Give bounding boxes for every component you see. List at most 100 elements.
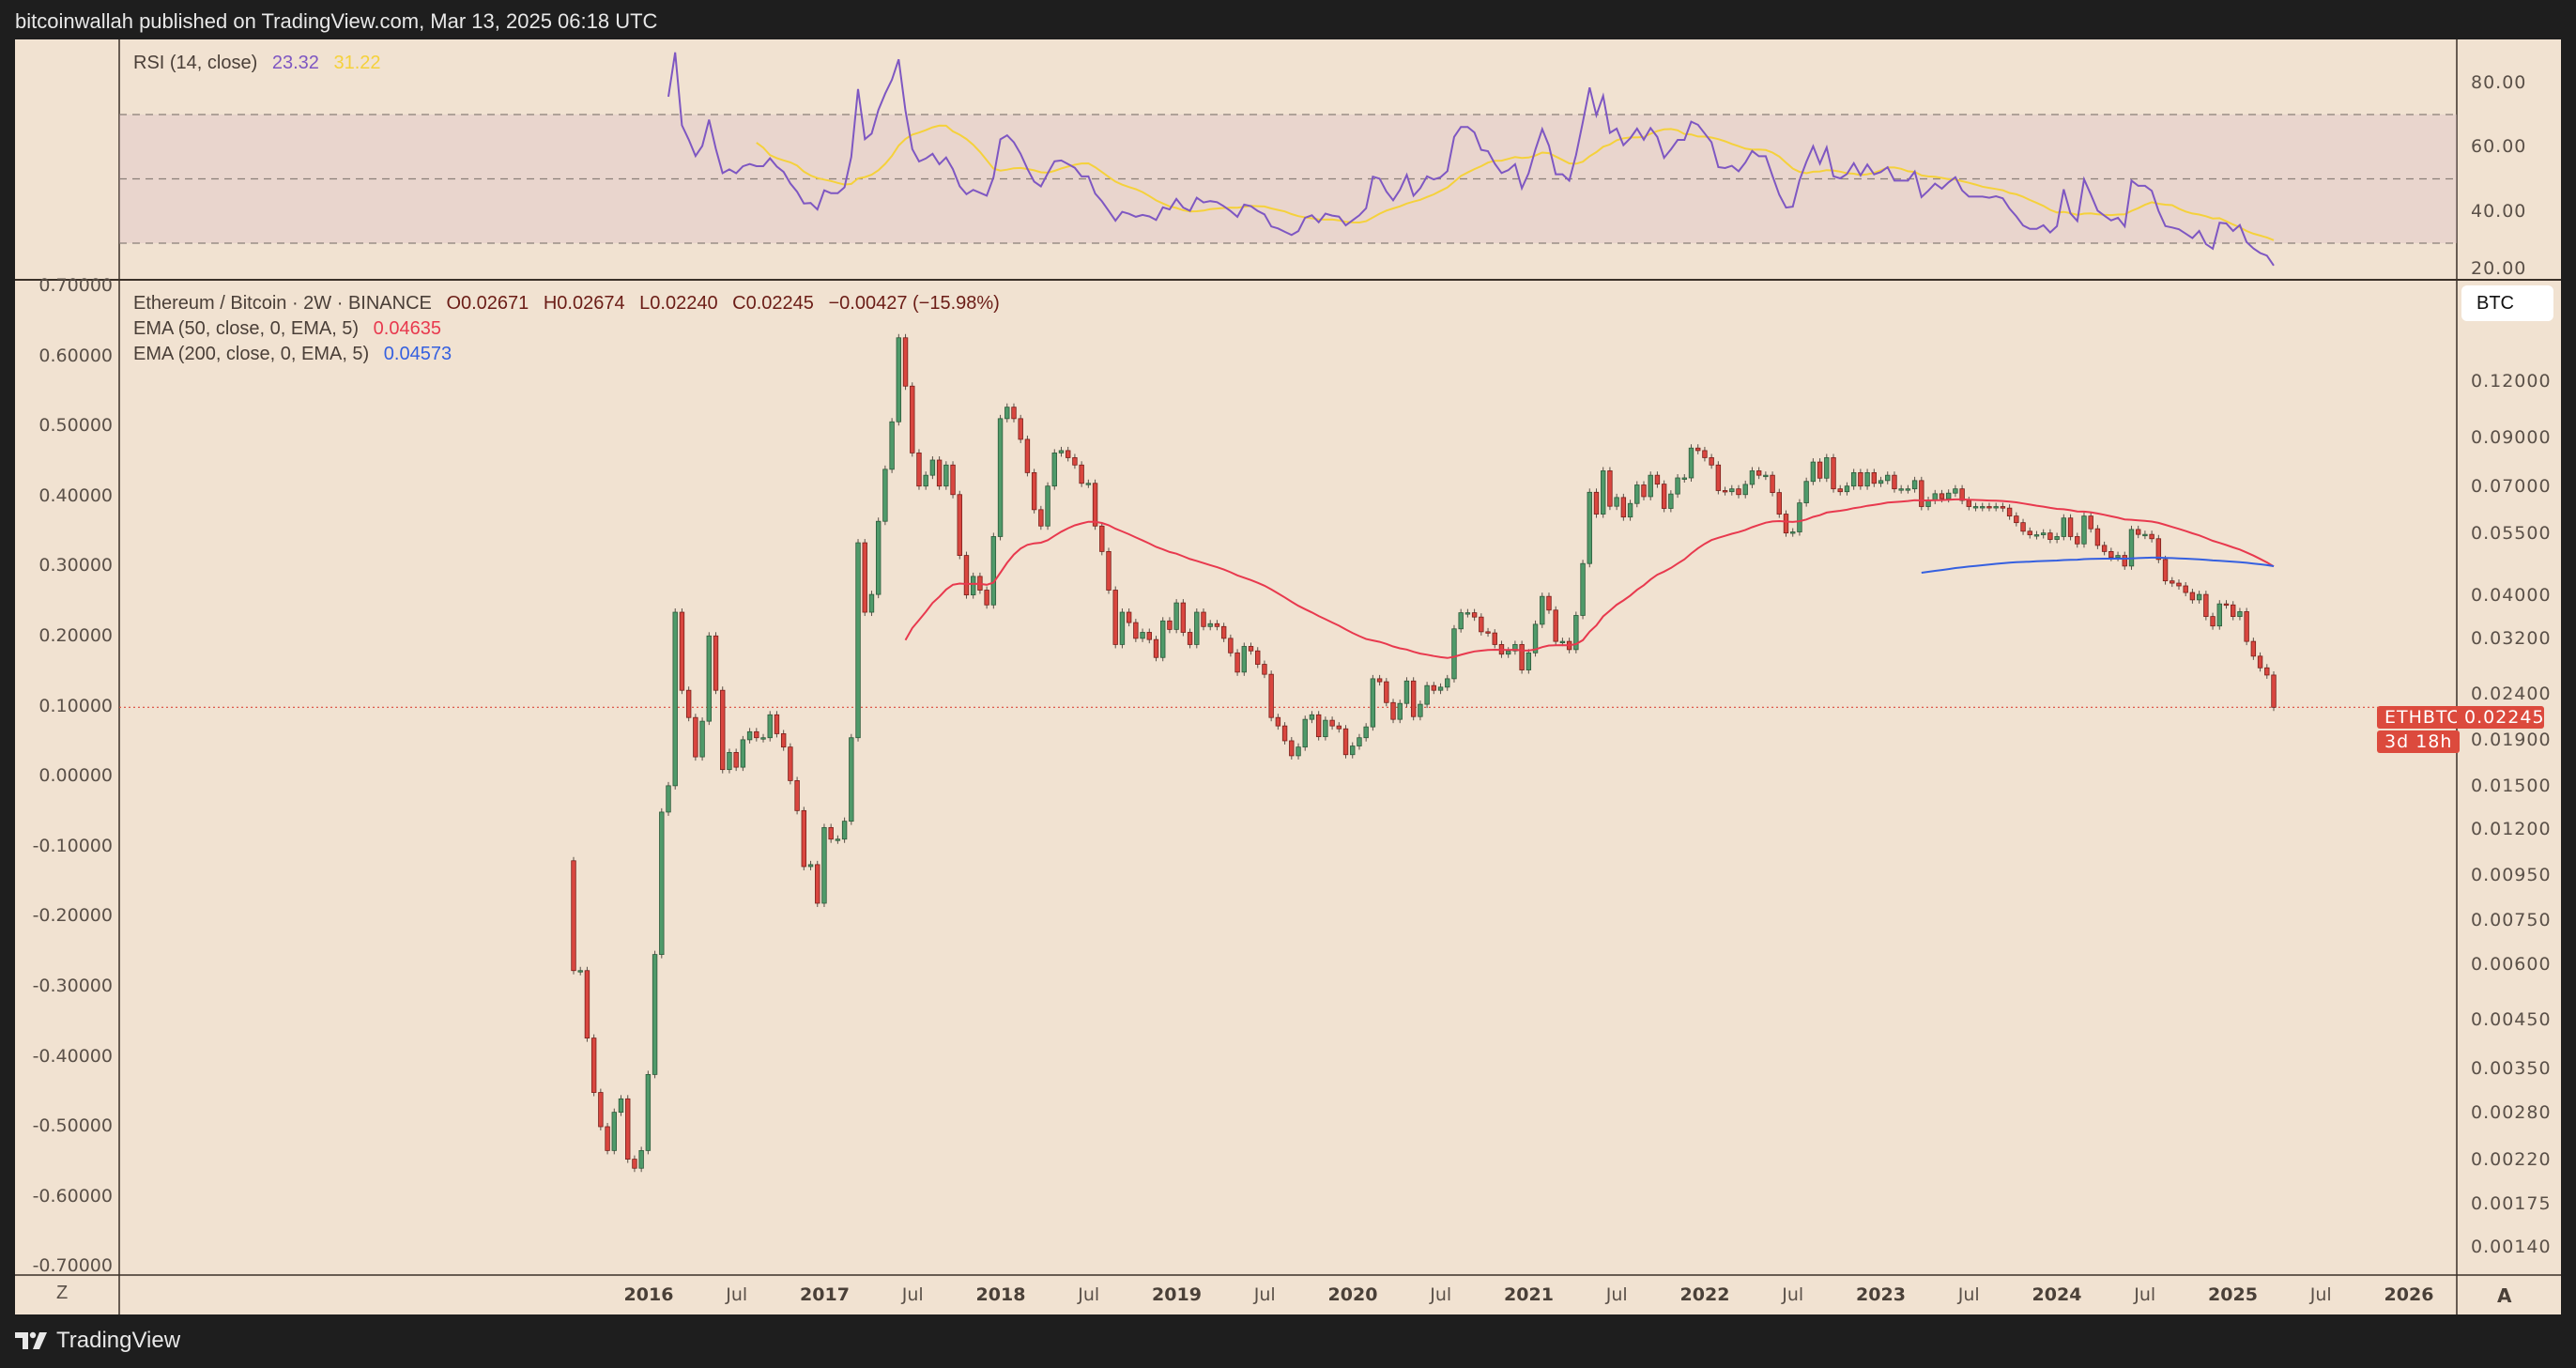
candle-up[interactable] <box>1540 595 1545 625</box>
candle-down[interactable] <box>862 542 867 613</box>
candle-up[interactable] <box>2033 534 2040 537</box>
candle-down[interactable] <box>794 780 800 811</box>
ema200-line[interactable] <box>1921 556 2275 574</box>
candle-down[interactable] <box>1315 714 1322 738</box>
candle-down[interactable] <box>2257 655 2263 669</box>
candle-up[interactable] <box>1207 623 1213 627</box>
candle-down[interactable] <box>1831 457 1836 490</box>
candle-up[interactable] <box>1885 474 1891 482</box>
candle-down[interactable] <box>1641 484 1647 498</box>
candle-up[interactable] <box>849 737 854 822</box>
candle-up[interactable] <box>2196 593 2202 601</box>
candle-up[interactable] <box>1790 531 1796 534</box>
candle-down[interactable] <box>1342 728 1349 756</box>
candle-down[interactable] <box>2135 529 2141 535</box>
candle-up[interactable] <box>1953 488 1958 494</box>
candle-up[interactable] <box>1614 497 1619 507</box>
candle-down[interactable] <box>571 860 576 972</box>
candle-up[interactable] <box>672 611 678 787</box>
candle-down[interactable] <box>1770 474 1775 494</box>
candle-down[interactable] <box>2006 507 2013 517</box>
candle-down[interactable] <box>1268 673 1274 718</box>
candle-up[interactable] <box>1051 452 1057 487</box>
candle-up[interactable] <box>1587 491 1592 564</box>
candle-down[interactable] <box>1776 492 1782 515</box>
candle-down[interactable] <box>2203 593 2209 618</box>
candle-down[interactable] <box>1126 611 1132 623</box>
candle-down[interactable] <box>754 730 759 739</box>
candle-up[interactable] <box>1464 612 1471 615</box>
candle-up[interactable] <box>990 536 997 606</box>
candle-down[interactable] <box>1234 652 1240 673</box>
candle-down[interactable] <box>1546 595 1552 611</box>
candle-up[interactable] <box>1526 652 1532 670</box>
candle-down[interactable] <box>1112 590 1118 645</box>
candle-up[interactable] <box>1573 615 1579 651</box>
candle-down[interactable] <box>1079 464 1084 484</box>
candle-up[interactable] <box>1403 680 1410 704</box>
candle-up[interactable] <box>1601 470 1606 515</box>
candle-down[interactable] <box>2210 616 2216 627</box>
candle-down[interactable] <box>2189 592 2196 601</box>
candle-up[interactable] <box>1085 483 1092 485</box>
candle-down[interactable] <box>1180 602 1187 633</box>
candle-up[interactable] <box>2128 529 2135 567</box>
candle-up[interactable] <box>1580 562 1586 616</box>
candle-down[interactable] <box>2264 667 2270 676</box>
candle-up[interactable] <box>659 811 665 956</box>
candle-down[interactable] <box>774 714 780 734</box>
candle-up[interactable] <box>1850 471 1857 487</box>
candle-up[interactable] <box>1140 632 1145 639</box>
candle-down[interactable] <box>584 970 590 1039</box>
candle-down[interactable] <box>1011 407 1017 420</box>
candle-up[interactable] <box>1844 485 1850 493</box>
candle-down[interactable] <box>801 809 807 868</box>
candle-down[interactable] <box>1281 725 1288 742</box>
candle-up[interactable] <box>868 593 875 613</box>
candle-down[interactable] <box>1471 612 1478 618</box>
candle-down[interactable] <box>2067 517 2074 537</box>
candle-down[interactable] <box>916 452 922 487</box>
candle-up[interactable] <box>2081 515 2087 545</box>
candle-up[interactable] <box>889 421 895 470</box>
candle-up[interactable] <box>855 542 861 739</box>
candle-down[interactable] <box>1031 471 1037 511</box>
candle-down[interactable] <box>1722 490 1728 493</box>
candle-up[interactable] <box>841 821 848 840</box>
candle-up[interactable] <box>882 469 888 522</box>
candle-down[interactable] <box>1492 632 1497 645</box>
candle-down[interactable] <box>2250 640 2257 657</box>
candle-down[interactable] <box>1187 632 1193 645</box>
candle-up[interactable] <box>767 714 773 739</box>
candle-down[interactable] <box>1709 457 1714 466</box>
currency-button[interactable]: BTC <box>2461 285 2553 321</box>
candle-up[interactable] <box>1749 470 1756 485</box>
candle-down[interactable] <box>2088 515 2093 530</box>
candle-up[interactable] <box>1668 493 1674 509</box>
candle-up[interactable] <box>1905 488 1911 491</box>
candle-up[interactable] <box>645 1074 652 1151</box>
candle-up[interactable] <box>1323 719 1328 738</box>
candle-up[interactable] <box>1357 737 1362 746</box>
candle-down[interactable] <box>1485 631 1491 634</box>
candle-up[interactable] <box>740 739 746 768</box>
candle-down[interactable] <box>590 1038 597 1093</box>
candle-down[interactable] <box>1106 550 1112 591</box>
candle-down[interactable] <box>950 464 956 496</box>
candle-down[interactable] <box>1966 500 1972 507</box>
candle-up[interactable] <box>1742 484 1748 496</box>
auto-scale-button[interactable]: A <box>2497 1284 2512 1307</box>
candle-up[interactable] <box>1803 481 1809 504</box>
candle-down[interactable] <box>2149 533 2154 540</box>
candle-up[interactable] <box>666 785 671 813</box>
candle-down[interactable] <box>1390 701 1396 720</box>
rsi-line[interactable] <box>667 52 2275 267</box>
candle-up[interactable] <box>1627 502 1633 518</box>
candle-up[interactable] <box>1045 485 1050 527</box>
candle-down[interactable] <box>1066 450 1071 458</box>
candle-up[interactable] <box>1004 407 1010 420</box>
candle-up[interactable] <box>943 464 949 487</box>
candle-down[interactable] <box>1146 632 1152 640</box>
candle-down[interactable] <box>2183 585 2188 593</box>
